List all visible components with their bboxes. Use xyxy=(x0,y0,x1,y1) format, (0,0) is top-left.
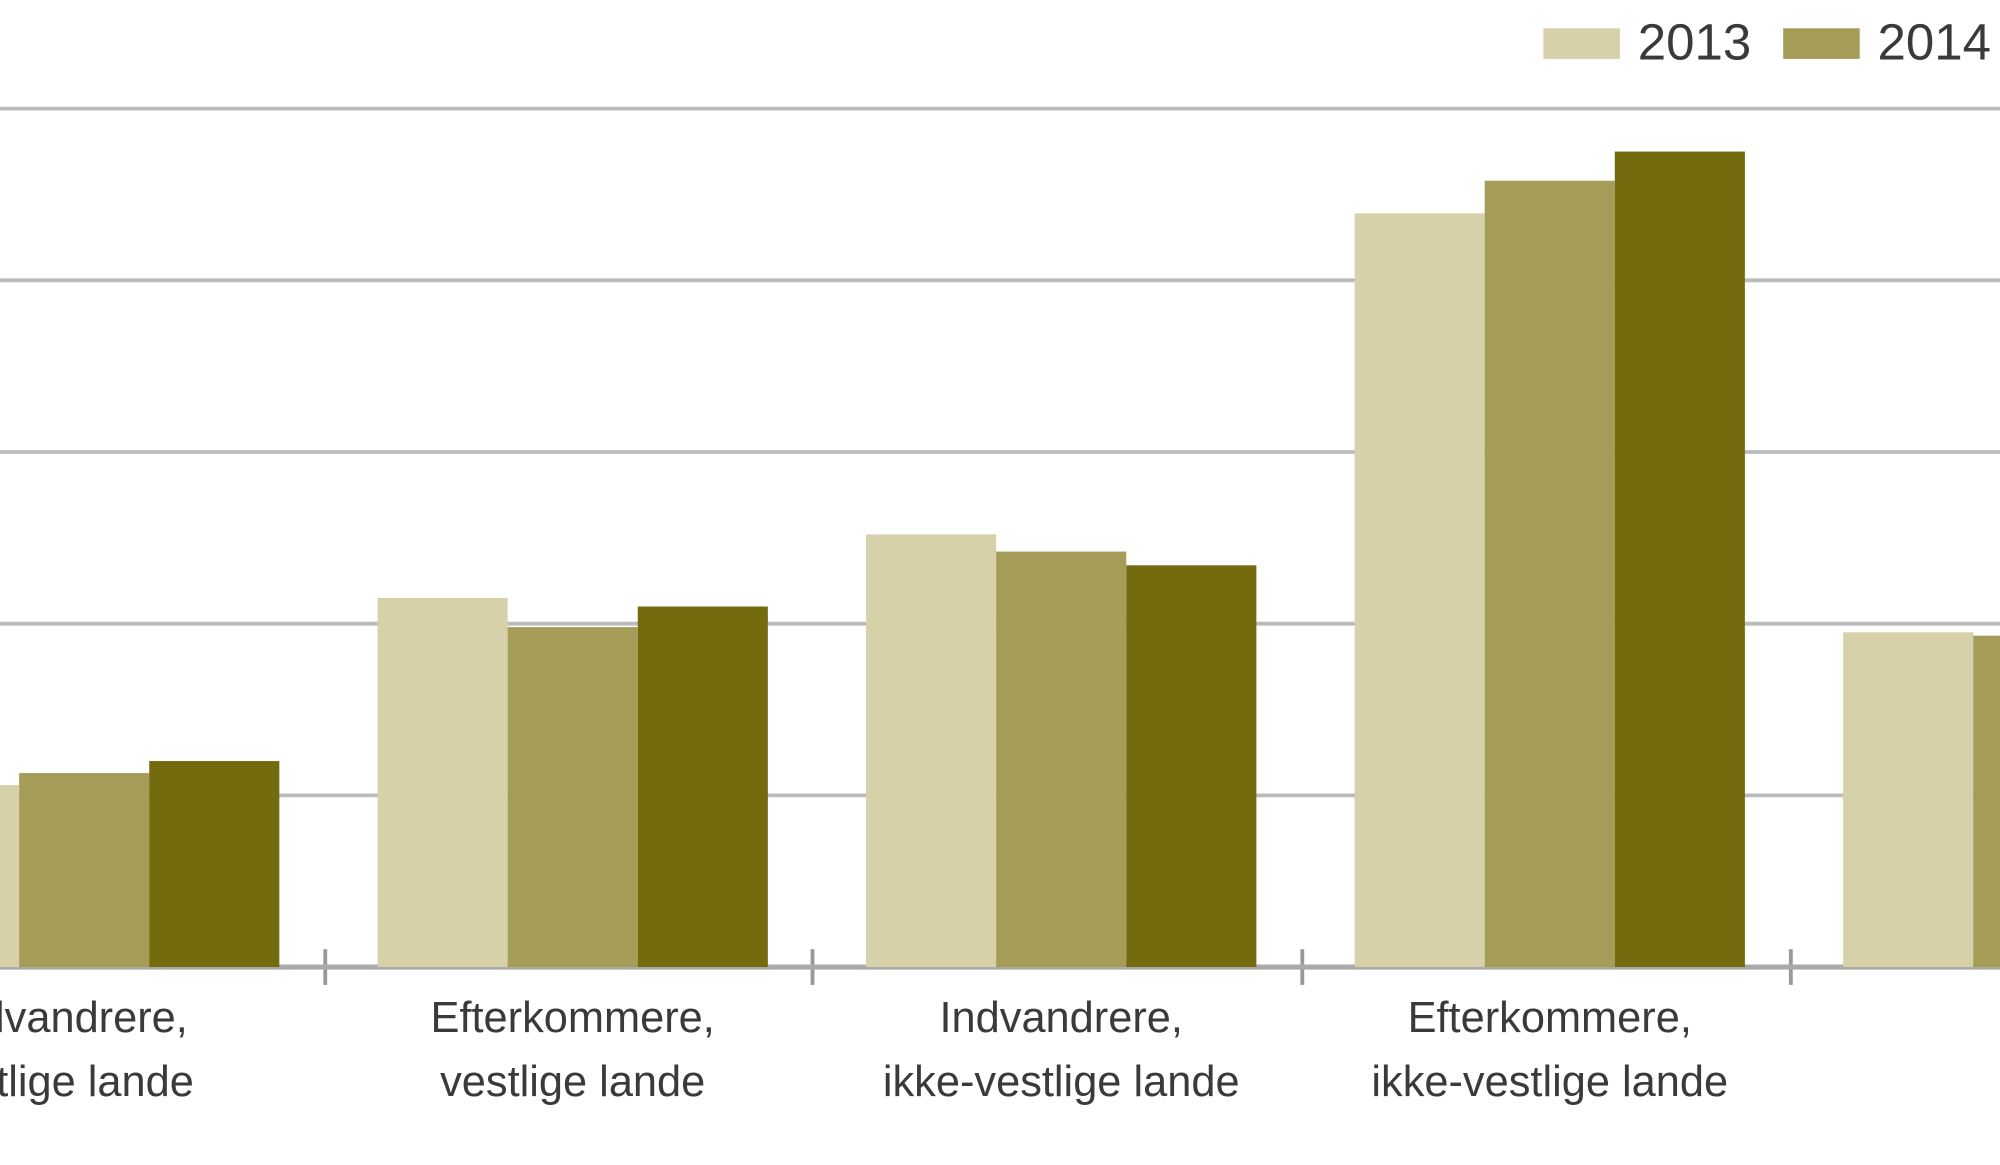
bar xyxy=(1614,151,1745,968)
x-tick-label: ikke-vestlige lande xyxy=(1371,1058,1728,1106)
bar xyxy=(1973,635,2000,968)
bar xyxy=(637,606,768,968)
bar xyxy=(866,534,997,968)
bar xyxy=(507,627,638,968)
x-tick-label: stlige lande xyxy=(0,1058,194,1106)
x-tick-label: dvandrere, xyxy=(0,994,188,1042)
bar xyxy=(1484,180,1615,968)
bar xyxy=(1354,213,1485,968)
x-tick-label: ikke-vestlige lande xyxy=(883,1058,1240,1106)
legend-swatch xyxy=(1543,28,1620,59)
bar xyxy=(996,551,1127,968)
legend-label: 2013 xyxy=(1638,14,1752,71)
bar xyxy=(19,773,150,968)
bar xyxy=(149,761,280,968)
x-tick-label: Efterkommere, xyxy=(431,994,715,1042)
bar xyxy=(377,597,508,968)
legend-label: 2014 xyxy=(1878,14,1992,71)
x-tick-label: Indvandrere, xyxy=(939,994,1182,1042)
bar xyxy=(1843,632,1974,968)
bar xyxy=(1126,565,1257,968)
legend-swatch xyxy=(1783,28,1860,59)
x-tick-label: Efterkommere, xyxy=(1408,994,1692,1042)
bar xyxy=(0,785,20,968)
x-tick-label: vestlige lande xyxy=(440,1058,705,1106)
